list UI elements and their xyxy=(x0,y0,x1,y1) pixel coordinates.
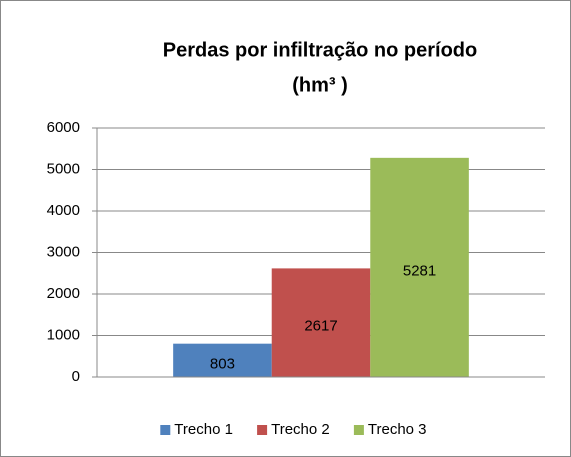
chart-title: (hm³ ) xyxy=(292,74,348,96)
data-label: 2617 xyxy=(304,318,337,335)
legend-label: Trecho 1 xyxy=(174,421,233,438)
y-tick-label: 6000 xyxy=(47,119,80,136)
legend-swatch xyxy=(160,425,171,435)
chart-title: Perdas por infiltração no período xyxy=(163,39,478,61)
legend-label: Trecho 2 xyxy=(271,421,330,438)
y-tick-label: 2000 xyxy=(47,285,80,302)
legend-swatch xyxy=(353,425,364,435)
bar xyxy=(173,343,272,377)
bar xyxy=(271,268,371,377)
legend-swatch xyxy=(257,425,268,435)
data-label: 803 xyxy=(210,355,235,372)
y-tick-label: 4000 xyxy=(47,202,80,219)
bar xyxy=(370,157,469,377)
legend-label: Trecho 3 xyxy=(368,421,427,438)
y-tick-label: 3000 xyxy=(47,243,80,260)
y-tick-label: 0 xyxy=(72,368,80,385)
data-label: 5281 xyxy=(403,262,436,279)
y-tick-label: 5000 xyxy=(47,160,80,177)
y-tick-label: 1000 xyxy=(47,326,80,343)
